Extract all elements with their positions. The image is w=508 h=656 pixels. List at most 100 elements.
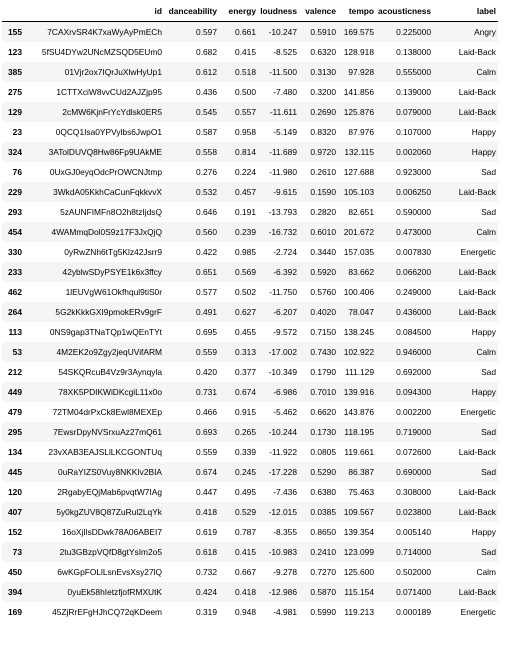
cell-label: Laid-Back <box>458 107 496 117</box>
cell-tempo: 201.672 <box>343 227 374 237</box>
row-index: 479 <box>8 407 22 417</box>
cell-acousticness: 0.079000 <box>396 107 431 117</box>
row-index: 120 <box>8 487 22 497</box>
cell-danceability: 0.424 <box>196 587 217 597</box>
cell-danceability: 0.420 <box>196 367 217 377</box>
cell-danceability: 0.436 <box>196 87 217 97</box>
cell-tempo: 125.876 <box>343 107 374 117</box>
cell-loudness: -8.525 <box>273 47 297 57</box>
cell-loudness: -11.922 <box>269 447 297 457</box>
cell-tempo: 157.035 <box>343 247 374 257</box>
cell-label: Angry <box>474 27 496 37</box>
cell-energy: 0.415 <box>235 547 256 557</box>
cell-loudness: -6.207 <box>273 307 297 317</box>
column-header-tempo: tempo <box>338 0 376 22</box>
cell-valence: 0.5870 <box>310 587 336 597</box>
row-index: 462 <box>8 287 22 297</box>
row-index: 450 <box>8 567 22 577</box>
cell-loudness: -9.572 <box>273 327 297 337</box>
cell-loudness: -11.611 <box>269 107 297 117</box>
cell-danceability: 0.418 <box>196 507 217 517</box>
cell-acousticness: 0.308000 <box>396 487 431 497</box>
cell-valence: 0.2820 <box>310 207 336 217</box>
cell-energy: 0.915 <box>235 407 256 417</box>
cell-loudness: -5.149 <box>273 127 297 137</box>
table-row: 155 7CAXrvSR4K7xaWyAyPmECh 0.597 0.661 -10.2… <box>2 21 498 42</box>
cell-danceability: 0.532 <box>196 187 217 197</box>
column-header-energy: energy <box>219 0 258 22</box>
cell-label: Sad <box>481 467 496 477</box>
cell-tempo: 119.213 <box>344 607 374 617</box>
cell-acousticness: 0.555000 <box>396 67 431 77</box>
row-index: 275 <box>8 87 22 97</box>
cell-danceability: 0.491 <box>196 307 217 317</box>
cell-valence: 0.7270 <box>310 567 336 577</box>
cell-valence: 0.6010 <box>310 227 336 237</box>
cell-tempo: 83.662 <box>348 267 374 277</box>
cell-tempo: 100.406 <box>343 287 374 297</box>
cell-label: Sad <box>481 207 496 217</box>
cell-danceability: 0.693 <box>196 427 217 437</box>
cell-tempo: 141.856 <box>343 87 374 97</box>
cell-loudness: -8.355 <box>273 527 297 537</box>
cell-id: 5y0kgZUV8Q87ZuRul2LqYk <box>56 507 162 517</box>
row-index: 330 <box>8 247 22 257</box>
cell-loudness: -7.480 <box>273 87 297 97</box>
cell-valence: 0.6620 <box>310 407 336 417</box>
cell-danceability: 0.646 <box>196 207 217 217</box>
cell-acousticness: 0.719000 <box>396 427 431 437</box>
cell-label: Sad <box>481 427 496 437</box>
cell-loudness: -10.349 <box>268 367 297 377</box>
cell-valence: 0.2610 <box>310 167 336 177</box>
row-index: 212 <box>8 367 22 377</box>
cell-tempo: 119.661 <box>344 447 374 457</box>
table-row: 23 0QCQ1Isa0YPVylbs6JwpO1 0.587 0.958 -5.149… <box>2 122 498 142</box>
cell-danceability: 0.682 <box>196 47 217 57</box>
cell-acousticness: 0.023800 <box>396 507 431 517</box>
cell-danceability: 0.732 <box>196 567 217 577</box>
cell-acousticness: 0.006250 <box>396 187 431 197</box>
cell-loudness: -11.980 <box>269 167 297 177</box>
cell-loudness: -11.689 <box>269 147 297 157</box>
row-index: 449 <box>8 387 22 397</box>
table-row: 330 0yRwZNh6tTg5Klz42Jsrr9 0.422 0.985 -2.72… <box>2 242 498 262</box>
cell-danceability: 0.319 <box>196 607 217 617</box>
cell-energy: 0.239 <box>235 227 256 237</box>
cell-label: Energetic <box>460 407 496 417</box>
cell-label: Sad <box>481 547 496 557</box>
cell-acousticness: 0.139000 <box>396 87 431 97</box>
cell-danceability: 0.447 <box>196 487 217 497</box>
table-row: 450 6wKGpFOLlLsnEvsXsy27lQ 0.732 0.667 -9.27… <box>2 562 498 582</box>
cell-acousticness: 0.007830 <box>396 247 431 257</box>
cell-acousticness: 0.005140 <box>396 527 431 537</box>
cell-id: 72TM04drPxCk8Ewl8MEXEp <box>52 407 162 417</box>
column-header-danceability: danceability <box>164 0 219 22</box>
cell-loudness: -9.615 <box>273 187 297 197</box>
cell-acousticness: 0.590000 <box>396 207 431 217</box>
cell-acousticness: 0.946000 <box>396 347 431 357</box>
cell-id: 1CTTXciW8vvCUd2AJZjp95 <box>56 87 162 97</box>
column-header-loudness: loudness <box>258 0 299 22</box>
cell-tempo: 105.103 <box>343 187 374 197</box>
cell-energy: 0.377 <box>235 367 256 377</box>
cell-label: Laid-Back <box>458 267 496 277</box>
cell-acousticness: 0.249000 <box>396 287 431 297</box>
table-body: 155 7CAXrvSR4K7xaWyAyPmECh 0.597 0.661 -10.2… <box>2 21 498 622</box>
cell-id: 16oXjIlsDDwk78A06ABEI7 <box>61 527 162 537</box>
table-row: 169 45ZjRrEFgHJhCQ72qKDeem 0.319 0.948 -4.98… <box>2 602 498 622</box>
cell-id: 78XK5PDIKWiDKcgiL11x0o <box>58 387 162 397</box>
cell-label: Laid-Back <box>458 587 496 597</box>
cell-valence: 0.2690 <box>310 107 336 117</box>
table-row: 449 78XK5PDIKWiDKcgiL11x0o 0.731 0.674 -6.98… <box>2 382 498 402</box>
table-row: 53 4M2EK2o9Zgy2jeqUVifARM 0.559 0.313 -17.00… <box>2 342 498 362</box>
cell-acousticness: 0.473000 <box>396 227 431 237</box>
cell-loudness: -10.244 <box>268 427 297 437</box>
table-row: 407 5y0kgZUV8Q87ZuRul2LqYk 0.418 0.529 -12.0… <box>2 502 498 522</box>
cell-energy: 0.224 <box>235 167 256 177</box>
cell-acousticness: 0.107000 <box>396 127 431 137</box>
cell-danceability: 0.597 <box>196 27 217 37</box>
cell-valence: 0.2410 <box>310 547 336 557</box>
cell-danceability: 0.731 <box>196 387 217 397</box>
cell-danceability: 0.559 <box>196 347 217 357</box>
cell-acousticness: 0.225000 <box>396 27 431 37</box>
